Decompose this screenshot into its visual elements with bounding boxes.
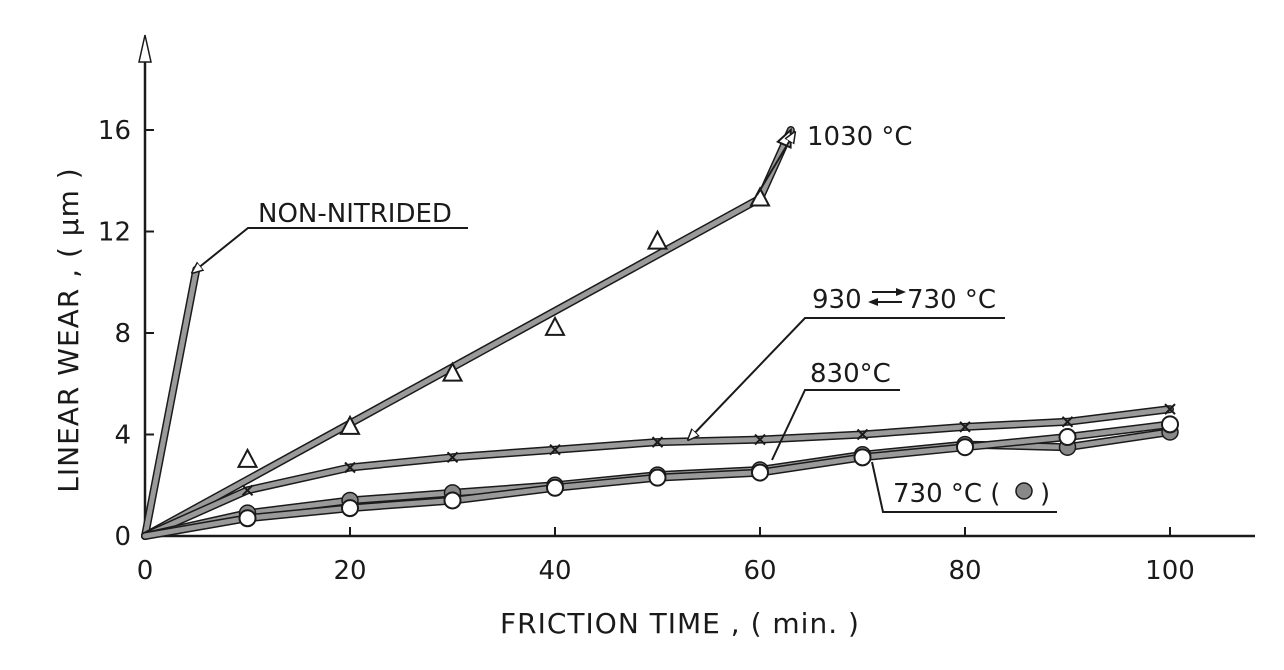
x-stroke	[856, 428, 869, 441]
data-point-open-circle	[1058, 428, 1077, 447]
x-stroke	[549, 444, 561, 456]
y-tick-label: 4	[114, 421, 131, 451]
x-stroke	[754, 433, 766, 446]
arrow-right-head-930	[896, 288, 906, 296]
leader-930-730	[688, 317, 1005, 440]
data-point-triangle	[646, 229, 669, 250]
data-point-open-circle	[443, 491, 462, 510]
x-stroke	[959, 421, 971, 433]
data-point-open-circle	[648, 468, 667, 487]
x-axis-title: FRICTION TIME , ( min. )	[500, 607, 860, 640]
label-730-tail: )	[1040, 479, 1050, 509]
x-stroke	[1061, 416, 1074, 428]
label-730-dot-icon	[1015, 482, 1033, 500]
data-point-x	[856, 428, 869, 441]
y-tick-label: 12	[98, 218, 131, 248]
y-axis-title: LINEAR WEAR , ( μm )	[52, 167, 85, 492]
data-point-triangle	[441, 361, 464, 382]
data-point-triangle	[749, 186, 771, 207]
leader-830	[771, 389, 900, 461]
series-line-non-nitrided	[142, 267, 199, 539]
data-point-x	[1164, 403, 1176, 415]
x-stroke	[651, 436, 664, 448]
data-point-open-circle	[853, 448, 872, 467]
label-930: 930	[812, 285, 862, 315]
data-point-x	[344, 461, 356, 474]
data-point-open-circle	[238, 509, 257, 528]
x-tick-label: 100	[1145, 556, 1195, 586]
y-axis-arrow-icon	[138, 34, 152, 63]
data-point-x	[959, 421, 971, 433]
x-tick-label: 60	[743, 556, 776, 586]
label-830: 830°C	[810, 359, 891, 389]
leader-1030	[756, 132, 795, 196]
data-point-triangle	[236, 447, 259, 468]
data-point-triangle	[339, 414, 361, 435]
y-tick-label: 0	[114, 522, 131, 552]
y-tick-label: 16	[98, 116, 131, 146]
data-point-x	[446, 451, 459, 464]
x-stroke	[446, 451, 459, 464]
data-point-x	[549, 444, 561, 456]
leader-730	[871, 461, 1057, 513]
label-1030: 1030 °C	[807, 122, 913, 152]
x-tick-label: 0	[137, 556, 154, 586]
x-stroke	[344, 461, 356, 474]
x-tick-label: 40	[538, 556, 571, 586]
data-point-x	[1061, 416, 1074, 428]
x-stroke	[1164, 403, 1176, 415]
data-point-open-circle	[956, 438, 974, 457]
label-730: 730 °C (	[893, 479, 1000, 509]
data-point-open-circle	[751, 463, 769, 482]
x-tick-label: 80	[948, 556, 981, 586]
data-point-open-circle	[1161, 415, 1179, 434]
arrow-left-head-930	[868, 298, 878, 306]
leader-non-nitrided	[192, 227, 468, 273]
data-point-x	[651, 436, 664, 448]
axes-group	[138, 34, 1255, 538]
ticks-group: 0 20 40 60 80 100 0 4 8 12 16	[98, 116, 1195, 586]
marker-layer	[236, 186, 1179, 528]
data-point-x	[241, 484, 254, 497]
x-stroke	[241, 484, 254, 497]
label-non-nitrided: NON-NITRIDED	[258, 199, 452, 229]
data-point-x	[754, 433, 766, 446]
data-point-open-circle	[341, 499, 359, 518]
leader-lines	[192, 132, 1057, 513]
data-point-open-circle	[546, 478, 564, 497]
label-930-tail: 730 °C	[907, 285, 996, 315]
data-point-triangle	[544, 315, 566, 336]
x-tick-label: 20	[333, 556, 366, 586]
y-tick-label: 8	[114, 319, 131, 349]
